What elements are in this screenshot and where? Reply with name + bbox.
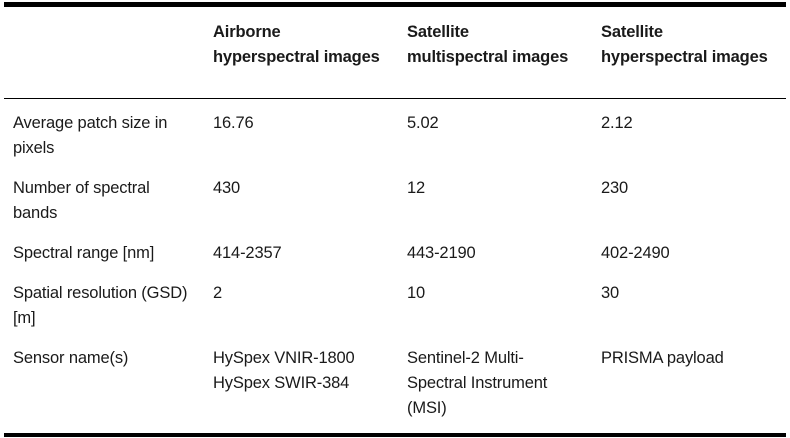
sensor-comparison-table-frame: Airborne hyperspectral images Satellite … — [4, 2, 786, 437]
cell-value: 443-2190 — [407, 244, 476, 262]
cell-value: 414-2357 — [213, 244, 282, 262]
cell-value: HySpex VNIR-1800 HySpex SWIR-384 — [213, 349, 355, 392]
row-label: Number of spectral bands — [13, 179, 150, 222]
sensor-comparison-table: Airborne hyperspectral images Satellite … — [4, 2, 786, 437]
table-header: Airborne hyperspectral images Satellite … — [4, 4, 786, 99]
cell-value: 5.02 — [407, 114, 439, 132]
header-row: Airborne hyperspectral images Satellite … — [4, 4, 786, 99]
table-row-sensor-names: Sensor name(s) HySpex VNIR-1800 HySpex S… — [4, 334, 786, 435]
cell-value: 30 — [601, 284, 620, 302]
cell-value: 402-2490 — [601, 244, 670, 262]
cell-value: Sentinel-2 Multi- Spectral Instrument (M… — [407, 349, 548, 417]
table-row-spectral-bands: Number of spectral bands 430 12 230 — [4, 164, 786, 229]
cell-value: 2.12 — [601, 114, 633, 132]
row-label: Spectral range [nm] — [13, 244, 155, 262]
table-row-average-patch-size: Average patch size in pixels 16.76 5.02 … — [4, 99, 786, 165]
column-header-satellite-hyperspectral: Satellite hyperspectral images — [601, 4, 786, 99]
row-label: Sensor name(s) — [13, 349, 129, 367]
column-header-satellite-multispectral: Satellite multispectral images — [407, 4, 601, 99]
table-row-spectral-range: Spectral range [nm] 414-2357 443-2190 40… — [4, 229, 786, 269]
cell-value: PRISMA payload — [601, 349, 724, 367]
table-row-spatial-resolution: Spatial resolution (GSD) [m] 2 10 30 — [4, 269, 786, 334]
cell-value: 16.76 — [213, 114, 254, 132]
cell-value: 2 — [213, 284, 223, 302]
cell-value: 430 — [213, 179, 241, 197]
cell-value: 10 — [407, 284, 426, 302]
row-label: Average patch size in pixels — [13, 114, 168, 157]
row-label: Spatial resolution (GSD) [m] — [13, 284, 188, 327]
column-header-airborne-hyperspectral: Airborne hyperspectral images — [213, 4, 407, 99]
cell-value: 12 — [407, 179, 426, 197]
cell-value: 230 — [601, 179, 629, 197]
header-empty-cell — [4, 4, 213, 99]
table-body: Average patch size in pixels 16.76 5.02 … — [4, 99, 786, 436]
